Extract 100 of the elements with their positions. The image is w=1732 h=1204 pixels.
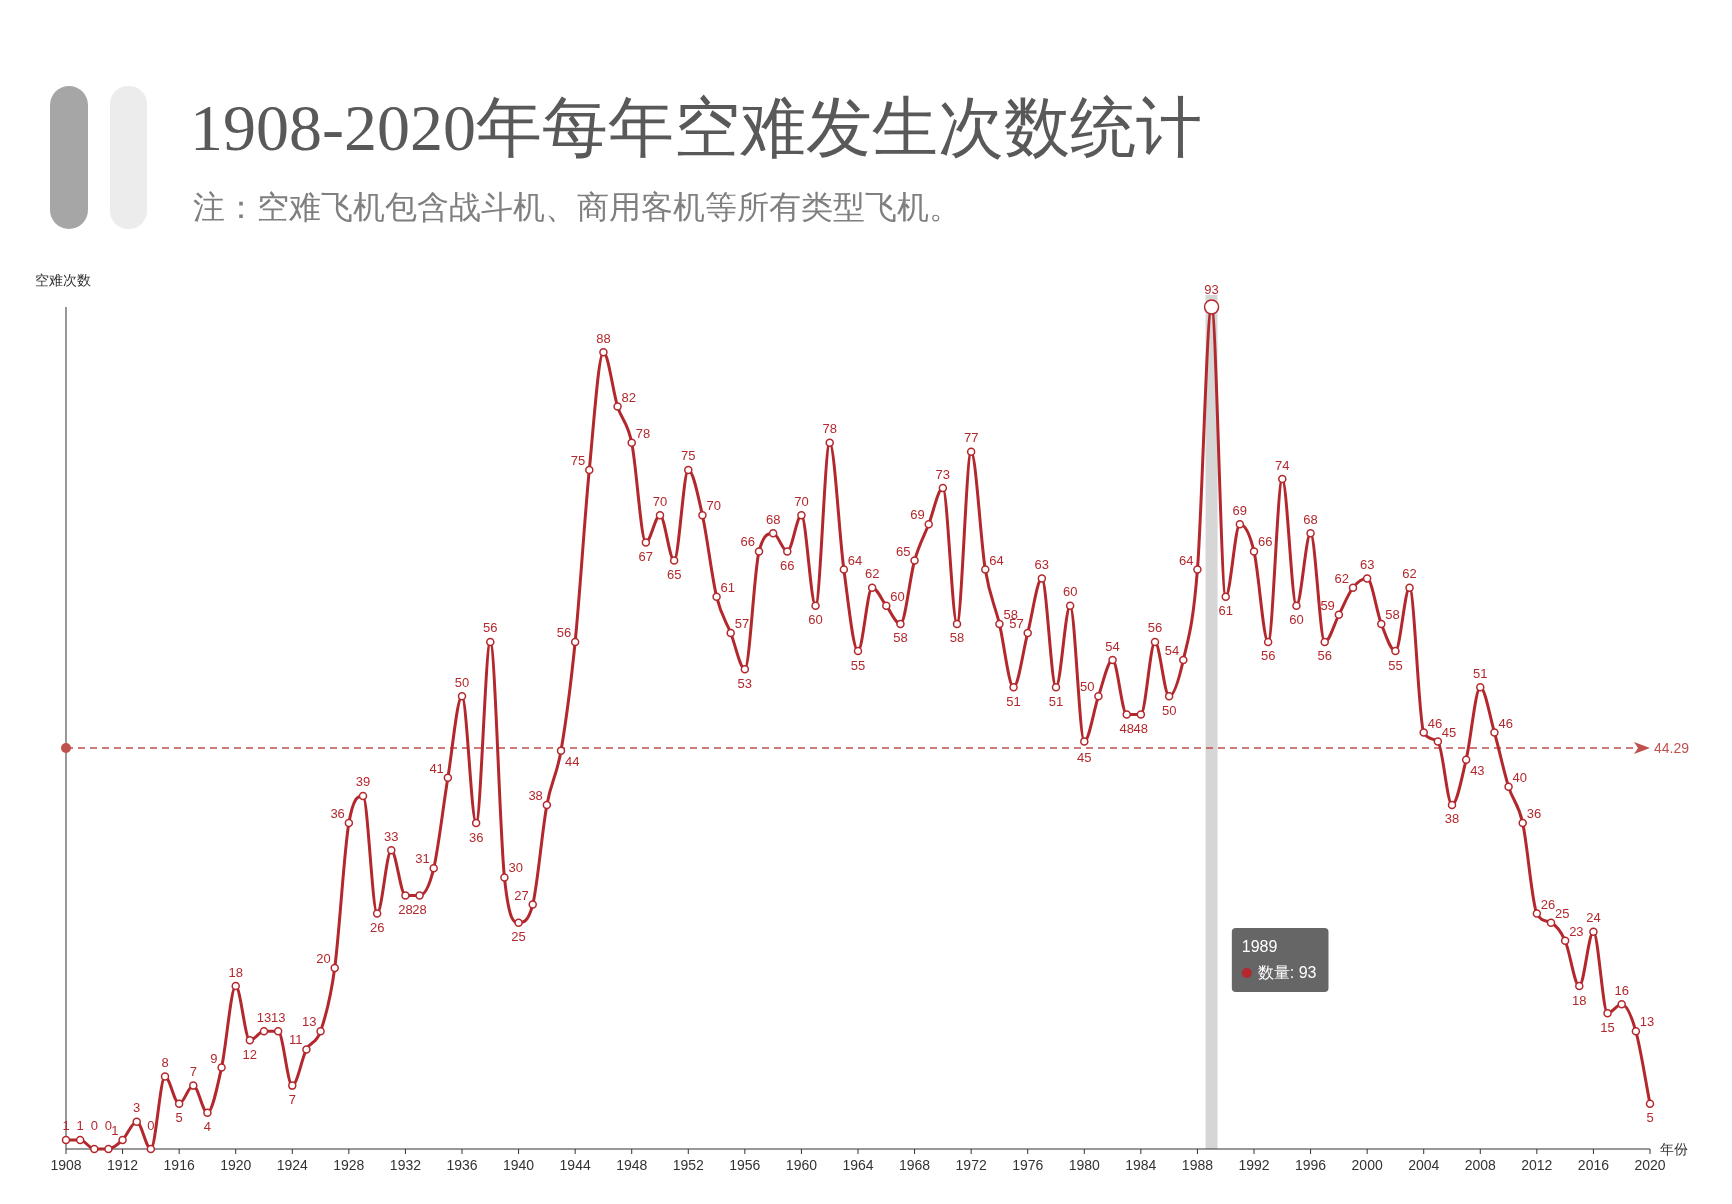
x-tick-label: 2000 (1351, 1157, 1383, 1173)
data-label: 13 (256, 1009, 272, 1025)
data-label: 60 (808, 612, 823, 628)
data-label: 56 (556, 624, 572, 640)
y-axis-title: 空难次数 (35, 272, 91, 288)
data-label: 63 (1034, 557, 1050, 573)
data-label: 70 (652, 493, 668, 509)
data-label: 18 (1572, 992, 1587, 1008)
data-label: 58 (1385, 606, 1400, 622)
data-label: 50 (454, 674, 470, 690)
data-label: 44 (565, 753, 580, 769)
data-label: 23 (1569, 923, 1584, 939)
data-label: 62 (864, 566, 880, 582)
data-label: 1 (62, 1118, 70, 1134)
data-label: 58 (949, 630, 965, 646)
data-label: 60 (1289, 612, 1304, 628)
data-label: 63 (1359, 557, 1375, 573)
x-tick-label: 1980 (1068, 1157, 1101, 1173)
x-tick-label: 1924 (276, 1157, 309, 1173)
data-label: 36 (330, 806, 345, 822)
x-tick-label: 2008 (1464, 1157, 1497, 1173)
data-label: 66 (740, 534, 755, 550)
data-label: 1 (111, 1122, 119, 1138)
data-label: 27 (514, 887, 529, 903)
data-label: 3 (133, 1100, 141, 1116)
data-label: 66 (1258, 534, 1273, 550)
data-label: 46 (1498, 715, 1513, 731)
data-label: 51 (1006, 693, 1021, 709)
tooltip: 1989 数量: 93 (1231, 928, 1329, 992)
data-label: 8 (161, 1055, 169, 1071)
x-tick-label: 1988 (1181, 1157, 1214, 1173)
data-label: 5 (175, 1110, 183, 1126)
data-label: 56 (1317, 648, 1332, 664)
data-label: 13 (270, 1009, 286, 1025)
data-label: 11 (288, 1032, 303, 1048)
data-label: 54 (1164, 643, 1180, 659)
data-label: 93 (1204, 282, 1219, 297)
data-label: 40 (1512, 769, 1528, 785)
data-label: 50 (1161, 702, 1177, 718)
data-label: 28 (412, 901, 427, 917)
data-label: 46 (1427, 715, 1443, 731)
data-label: 38 (528, 787, 543, 803)
data-label: 16 (1614, 982, 1629, 998)
x-tick-label: 1992 (1238, 1157, 1270, 1173)
x-tick-label: 1972 (955, 1157, 987, 1173)
data-label: 82 (621, 389, 637, 405)
x-tick-label: 1940 (502, 1157, 535, 1173)
x-tick-label: 2016 (1577, 1157, 1610, 1173)
annotation: 1989 (1241, 937, 1278, 955)
data-label: 88 (596, 330, 611, 346)
data-label: 78 (822, 421, 837, 437)
data-label: 5 (1646, 1110, 1654, 1126)
data-label: 59 (1320, 597, 1335, 613)
data-label: 53 (737, 675, 753, 691)
data-label: 56 (1147, 620, 1163, 636)
data-label: 25 (511, 929, 526, 945)
data-label: 33 (384, 828, 399, 844)
data-label: 64 (1178, 552, 1194, 568)
x-tick-label: 2012 (1521, 1157, 1553, 1173)
x-tick-label: 2020 (1634, 1157, 1666, 1173)
data-label: 65 (666, 567, 682, 583)
data-label: 78 (635, 425, 651, 441)
data-label: 20 (316, 950, 331, 966)
data-label: 12 (242, 1046, 258, 1062)
data-label: 54 (1105, 638, 1120, 654)
data-label: 28 (398, 901, 413, 917)
data-label: 7 (288, 1092, 296, 1108)
x-tick-label: 1936 (446, 1157, 478, 1173)
data-label: 64 (847, 552, 863, 568)
data-label: 45 (1077, 750, 1092, 766)
data-label: 62 (1402, 566, 1417, 582)
data-label: 51 (1473, 665, 1488, 681)
x-tick-label: 2004 (1408, 1157, 1440, 1173)
data-label: 36 (468, 829, 484, 845)
data-label: 25 (1555, 905, 1570, 921)
data-label: 26 (1540, 896, 1556, 912)
data-label: 69 (1232, 502, 1248, 518)
data-label: 55 (850, 657, 866, 673)
data-label: 67 (638, 548, 654, 564)
x-tick-label: 1944 (559, 1157, 591, 1173)
data-label: 45 (1441, 724, 1457, 740)
x-tick-label: 1916 (163, 1157, 195, 1173)
x-tick-label: 1948 (616, 1157, 648, 1173)
x-tick-label: 1968 (898, 1157, 931, 1173)
data-label: 70 (794, 493, 809, 509)
data-label: 13 (302, 1014, 317, 1030)
data-label: 31 (415, 851, 430, 867)
ref-line-label: 44.29 (1654, 740, 1690, 757)
data-label: 41 (429, 760, 444, 776)
data-label: 73 (935, 466, 951, 482)
data-label: 57 (734, 615, 750, 631)
x-tick-label: 1960 (785, 1157, 818, 1173)
chart-title: 1908-2020年每年空难发生次数统计 (190, 91, 1202, 164)
x-axis-title: 年份 (1660, 1141, 1688, 1157)
data-label: 0 (147, 1117, 155, 1133)
data-label: 68 (765, 511, 781, 527)
data-label: 74 (1275, 457, 1290, 473)
data-label: 13 (1639, 1014, 1655, 1030)
annotation: 数量: 93 (1257, 963, 1317, 981)
x-tick-label: 1932 (389, 1157, 422, 1173)
